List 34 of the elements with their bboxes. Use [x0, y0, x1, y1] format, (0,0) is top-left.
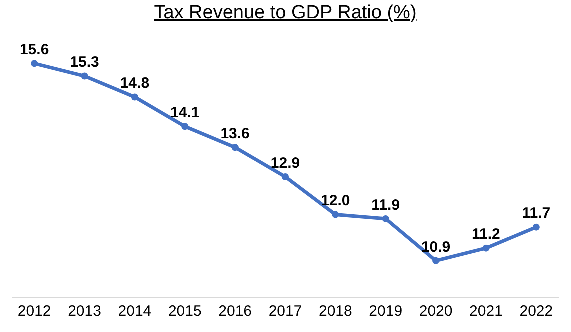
data-label: 10.9: [421, 238, 451, 256]
point: [282, 173, 289, 180]
point: [432, 257, 440, 264]
data-label: 11.2: [472, 226, 500, 244]
x-tick-label: 2012: [18, 303, 52, 320]
x-tick-label: 2018: [318, 303, 352, 320]
x-tick-label: 2014: [118, 303, 152, 320]
data-label: 14.1: [170, 104, 200, 122]
data-label: 15.6: [20, 42, 50, 59]
point: [232, 144, 239, 152]
x-tick-label: 2015: [168, 303, 202, 320]
x-tick-label: 2019: [369, 303, 403, 320]
data-label: 13.6: [220, 125, 250, 142]
point: [31, 60, 38, 68]
data-label: 11.9: [372, 196, 400, 214]
point: [182, 123, 189, 130]
x-tick-label: 2020: [419, 303, 453, 320]
point: [131, 94, 138, 101]
point: [482, 244, 490, 252]
point: [382, 215, 390, 222]
data-label: 12.0: [321, 192, 350, 210]
data-label: 14.8: [120, 75, 150, 92]
data-label: 15.3: [70, 54, 100, 72]
x-tick-label: 2013: [68, 303, 102, 320]
data-label: 12.9: [270, 154, 300, 172]
x-tick-label: 2016: [218, 303, 252, 320]
chart-title: Tax Revenue to GDP Ratio (%): [154, 2, 417, 24]
x-tick-label: 2022: [520, 303, 554, 320]
x-tick-label: 2017: [268, 303, 302, 320]
point: [532, 224, 540, 231]
data-label: 11.7: [522, 205, 551, 222]
point: [332, 211, 340, 218]
point: [81, 72, 88, 80]
x-tick-label: 2021: [470, 303, 503, 320]
